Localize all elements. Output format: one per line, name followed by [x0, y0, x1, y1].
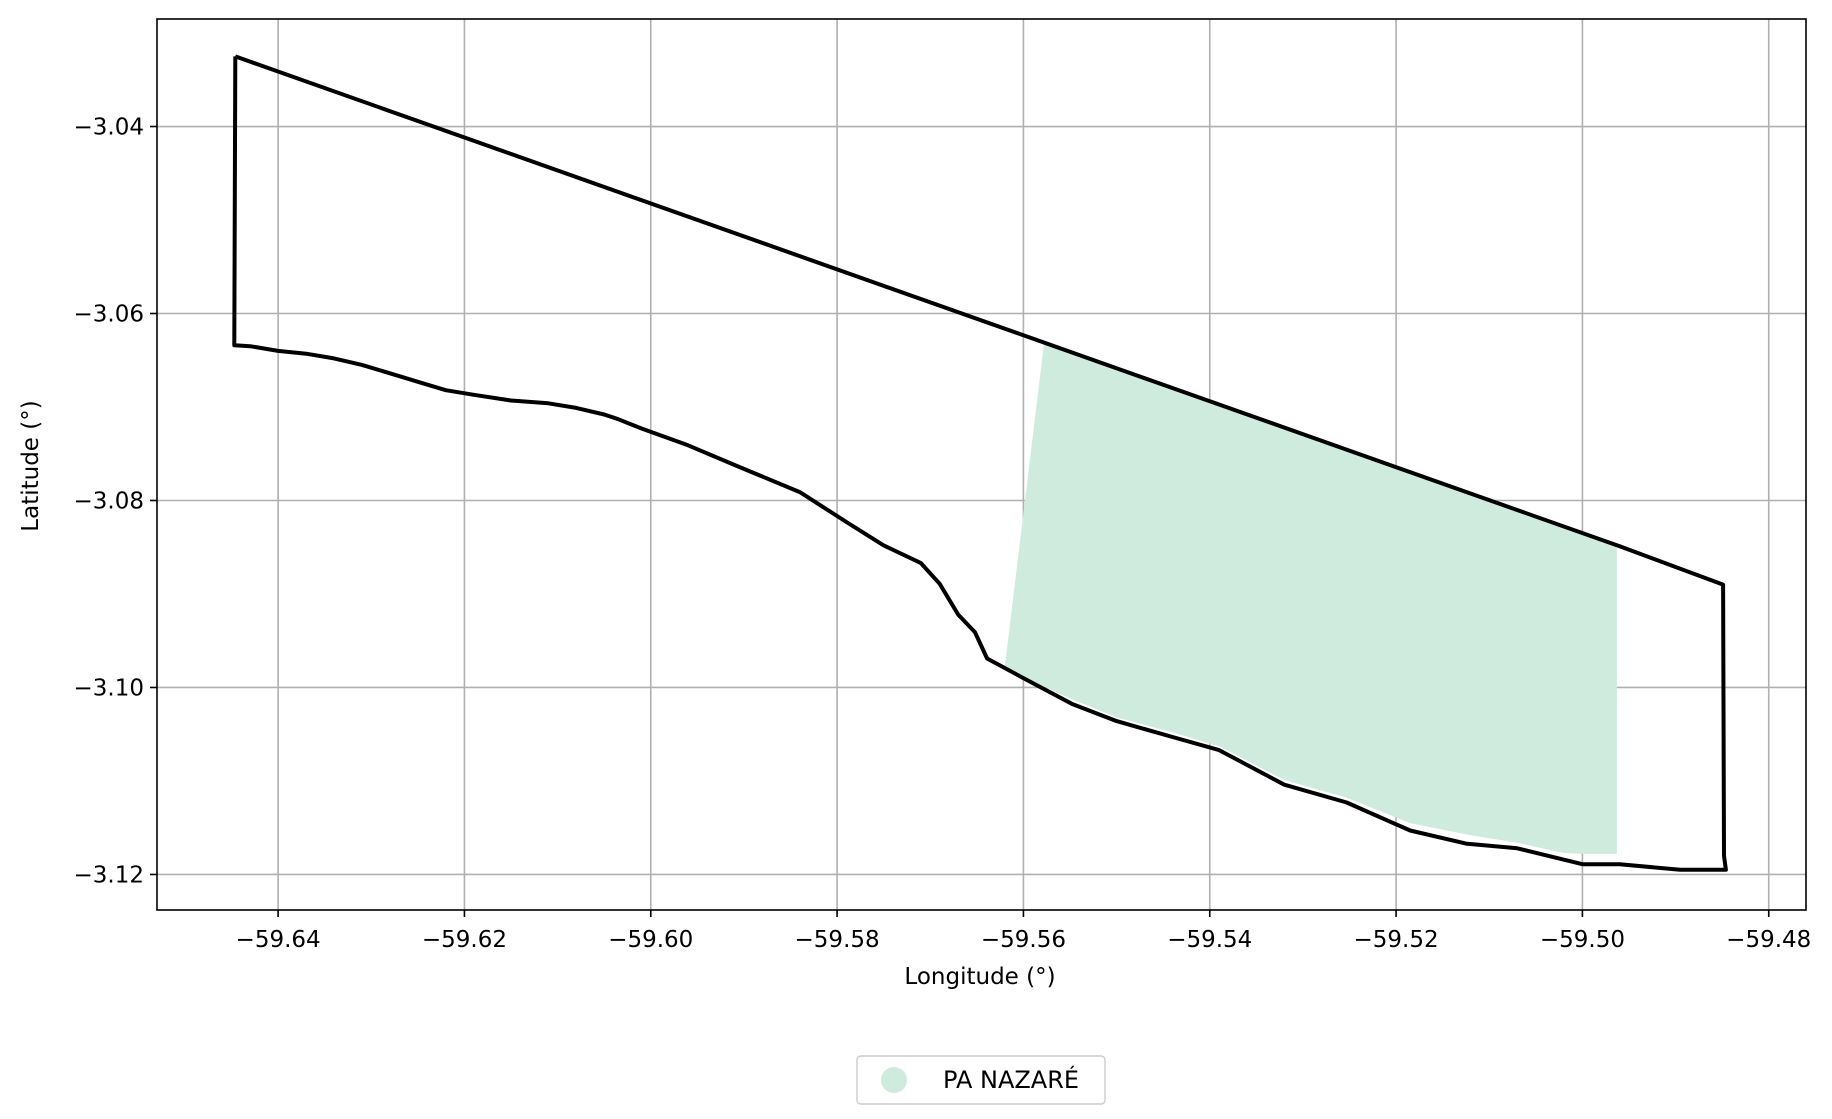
y-tick-label: −3.10	[74, 675, 144, 701]
pa-nazare-area	[1004, 344, 1617, 854]
y-tick-label: −3.08	[74, 488, 144, 514]
x-tick-label: −59.56	[981, 927, 1066, 953]
x-tick-label: −59.58	[795, 927, 880, 953]
legend: PA NAZARÉ	[856, 1055, 1106, 1105]
y-tick-label: −3.06	[74, 302, 144, 328]
x-tick-label: −59.54	[1167, 927, 1252, 953]
x-axis: −59.64 −59.62 −59.60 −59.58 −59.56 −59.54 −59.…	[236, 910, 1811, 953]
plot-frame	[156, 18, 1807, 911]
legend-marker	[881, 1067, 907, 1093]
grid	[157, 19, 1806, 910]
x-axis-label: Longitude (°)	[904, 964, 1055, 990]
y-axis-label: Latitude (°)	[18, 400, 44, 531]
x-tick-label: −59.62	[422, 927, 507, 953]
x-tick-label: −59.50	[1540, 927, 1625, 953]
boundary-outline	[232, 54, 1728, 872]
areas	[1004, 344, 1617, 854]
y-tick-label: −3.04	[74, 115, 144, 141]
y-tick-label: −3.12	[74, 862, 144, 888]
x-tick-label: −59.52	[1354, 927, 1439, 953]
y-axis: −3.04 −3.06 −3.08 −3.10 −3.12	[74, 115, 157, 888]
x-tick-label: −59.60	[608, 927, 693, 953]
boundary	[232, 54, 1728, 872]
x-tick-label: −59.48	[1726, 927, 1811, 953]
x-tick-label: −59.64	[236, 927, 321, 953]
plot-area	[156, 18, 1807, 911]
legend-label: PA NAZARÉ	[943, 1065, 1079, 1094]
legend-frame	[856, 1055, 1106, 1105]
